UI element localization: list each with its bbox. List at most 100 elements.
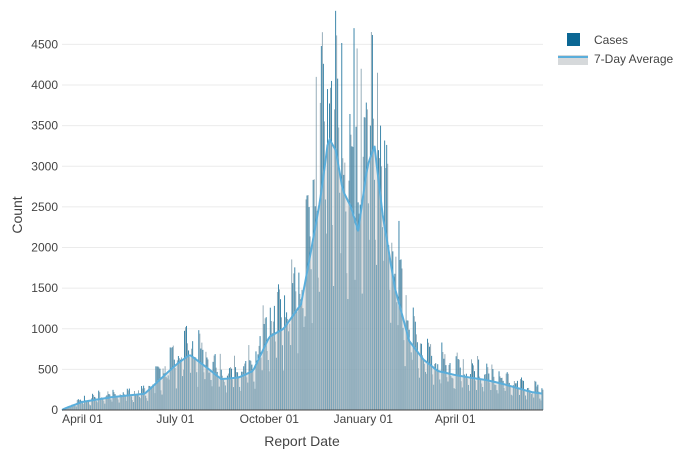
cases-bar: [449, 363, 451, 410]
cases-bar: [228, 368, 230, 410]
cases-bar: [281, 317, 282, 410]
cases-bar: [208, 372, 210, 410]
cases-bar: [265, 317, 267, 410]
cases-bar: [436, 370, 438, 410]
cases-bar: [339, 192, 341, 410]
x-tick-label: July 01: [156, 412, 194, 426]
cases-bar: [283, 370, 285, 410]
cases-bar: [489, 382, 491, 410]
cases-bar: [95, 397, 97, 410]
cases-bar: [279, 289, 280, 410]
cases-bar: [225, 392, 227, 410]
cases-bar: [430, 344, 432, 410]
cases-bar: [284, 295, 286, 410]
cases-bar: [170, 347, 172, 410]
cases-bar: [128, 388, 130, 410]
cases-bar: [219, 353, 221, 410]
cases-bar: [282, 345, 283, 410]
cases-bar: [316, 210, 318, 410]
cases-bar: [475, 380, 477, 410]
cases-bar: [253, 381, 255, 410]
cases-bar: [477, 356, 479, 410]
cases-bar: [478, 359, 480, 410]
cases-bar: [207, 359, 209, 410]
cases-bar: [147, 400, 149, 410]
cases-bar: [415, 334, 417, 410]
cases-bar: [233, 387, 234, 410]
cases-bar: [148, 385, 150, 410]
cases-bar: [81, 402, 83, 410]
cases-bar: [295, 291, 297, 410]
cases-bar: [424, 363, 425, 410]
cases-bar: [174, 368, 176, 410]
cases-bar: [102, 398, 104, 410]
legend[interactable]: Cases 7-Day Average: [558, 33, 673, 66]
cases-bar: [379, 158, 381, 410]
cases-bar: [486, 363, 488, 410]
cases-bar: [125, 400, 127, 410]
cases-bar: [100, 397, 102, 410]
cases-bar: [498, 371, 500, 410]
cases-bar: [209, 369, 211, 410]
cases-bar: [101, 397, 103, 410]
cases-bar: [268, 371, 270, 410]
y-tick-label: 3500: [31, 119, 58, 133]
cases-bar: [354, 279, 356, 410]
cases-bar: [469, 374, 471, 410]
cases-bar: [402, 327, 404, 410]
cases-bar: [501, 377, 503, 410]
cases-bar: [441, 342, 443, 410]
cases-bar: [136, 395, 137, 410]
cases-bar: [263, 323, 265, 410]
cases-bar: [175, 388, 177, 410]
cases-bar: [120, 395, 122, 410]
cases-bar: [130, 396, 132, 410]
cases-bar: [511, 395, 513, 410]
cases-bar: [267, 359, 269, 410]
legend-item-seven-day-average[interactable]: 7-Day Average: [558, 52, 673, 66]
cases-bar: [179, 359, 181, 410]
cases-bar: [483, 391, 485, 410]
cases-bar: [117, 399, 119, 410]
cases-bar: [114, 394, 116, 410]
cases-bar: [307, 195, 309, 410]
cases-bar: [505, 373, 507, 410]
cases-bar: [135, 394, 136, 410]
legend-item-cases[interactable]: Cases: [567, 33, 628, 47]
cases-bar: [348, 180, 350, 410]
cases-bar: [494, 384, 496, 410]
cases-bar: [381, 166, 383, 410]
cases-bar: [401, 268, 403, 410]
cases-bar: [123, 394, 125, 410]
cases-bar: [428, 342, 430, 410]
cases-bar: [500, 378, 502, 410]
cases-bar: [397, 325, 399, 410]
cases-bar: [196, 372, 198, 410]
y-tick-labels: 0 500 1000 1500 2000 2500 3000 3500 4000 4500: [31, 37, 58, 417]
cases-bar: [384, 140, 386, 410]
cases-bar: [122, 392, 124, 410]
cases-bar: [188, 350, 190, 410]
cases-bar: [203, 372, 205, 410]
cases-bar: [403, 340, 405, 410]
cases-bar: [229, 367, 231, 410]
cases-bar: [247, 382, 249, 410]
cases-bar: [526, 399, 528, 410]
cases-bar: [451, 377, 453, 410]
cases-bar: [473, 365, 474, 410]
cases-bar: [421, 355, 423, 410]
cases-bar: [220, 369, 222, 410]
cases-bar: [269, 307, 271, 410]
cases-bar: [434, 363, 436, 410]
cases-bar: [534, 380, 536, 410]
cases-bar: [143, 385, 145, 410]
y-tick-label: 1500: [31, 281, 58, 295]
cases-bar: [493, 376, 495, 410]
cases-bar: [91, 398, 93, 410]
cases-bar: [216, 371, 218, 410]
x-tick-labels: April 01 July 01 October 01 January 01 April…: [62, 412, 476, 426]
cases-bar: [308, 207, 310, 410]
cases-bar: [300, 299, 302, 410]
cases-bar: [141, 385, 143, 410]
cases-bar: [388, 245, 390, 410]
